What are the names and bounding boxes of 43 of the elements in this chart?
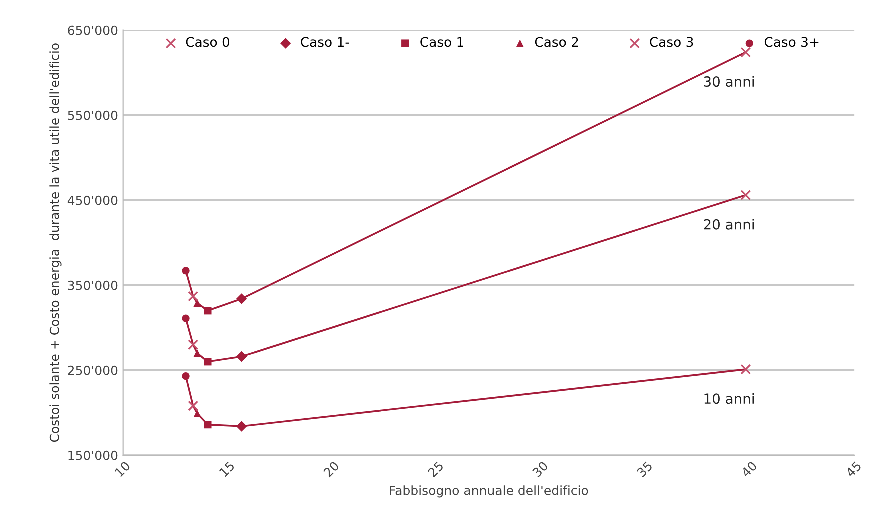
point	[188, 340, 199, 350]
point	[204, 358, 212, 366]
y-tick-label: 650'000	[68, 26, 118, 36]
point	[182, 372, 190, 380]
point	[236, 294, 248, 304]
point	[194, 410, 202, 418]
point	[236, 421, 248, 432]
x-tick-label: 30	[532, 461, 549, 478]
point	[188, 400, 199, 412]
legend-label: Caso 1-	[301, 37, 350, 48]
point	[204, 307, 212, 315]
x-tick-label: 15	[219, 461, 236, 478]
point	[194, 350, 202, 358]
legend-label: Caso 3	[650, 37, 694, 48]
legend-label: Caso 2	[535, 37, 578, 48]
x-tick-label: 35	[636, 461, 654, 478]
point	[740, 190, 752, 200]
y-tick-label: 550'000	[68, 110, 118, 120]
point	[182, 267, 190, 275]
y-tick-label: 450'000	[68, 196, 118, 206]
point	[182, 314, 190, 322]
point	[204, 420, 212, 429]
x-axis-title: Fabbisogno annuale dell'edificio	[390, 486, 588, 498]
point	[236, 351, 248, 362]
y-tick-label: 350'000	[68, 280, 118, 290]
y-tick-label: 250'000	[68, 366, 118, 376]
legend-label: Caso 0	[186, 37, 230, 48]
legend-label: Caso 1	[420, 37, 464, 48]
annotation: 20 anni	[704, 219, 754, 230]
x-tick-label: 45	[845, 461, 862, 478]
x-tick-label: 10	[114, 461, 131, 478]
annotation: 10 anni	[704, 393, 754, 404]
legend-label: Caso 3+	[764, 37, 819, 48]
point	[194, 299, 202, 308]
x-tick-label: 25	[428, 461, 444, 478]
annotation: 30 anni	[704, 76, 754, 88]
x-tick-label: 20	[323, 461, 340, 478]
y-axis-title: Costoi solante + Costo energia durante la vita utile dell'edificio	[50, 44, 62, 442]
point	[740, 47, 752, 58]
point	[740, 364, 752, 375]
y-tick-label: 150'000	[68, 450, 118, 460]
point	[188, 291, 199, 302]
x-tick-label: 40	[740, 461, 758, 478]
